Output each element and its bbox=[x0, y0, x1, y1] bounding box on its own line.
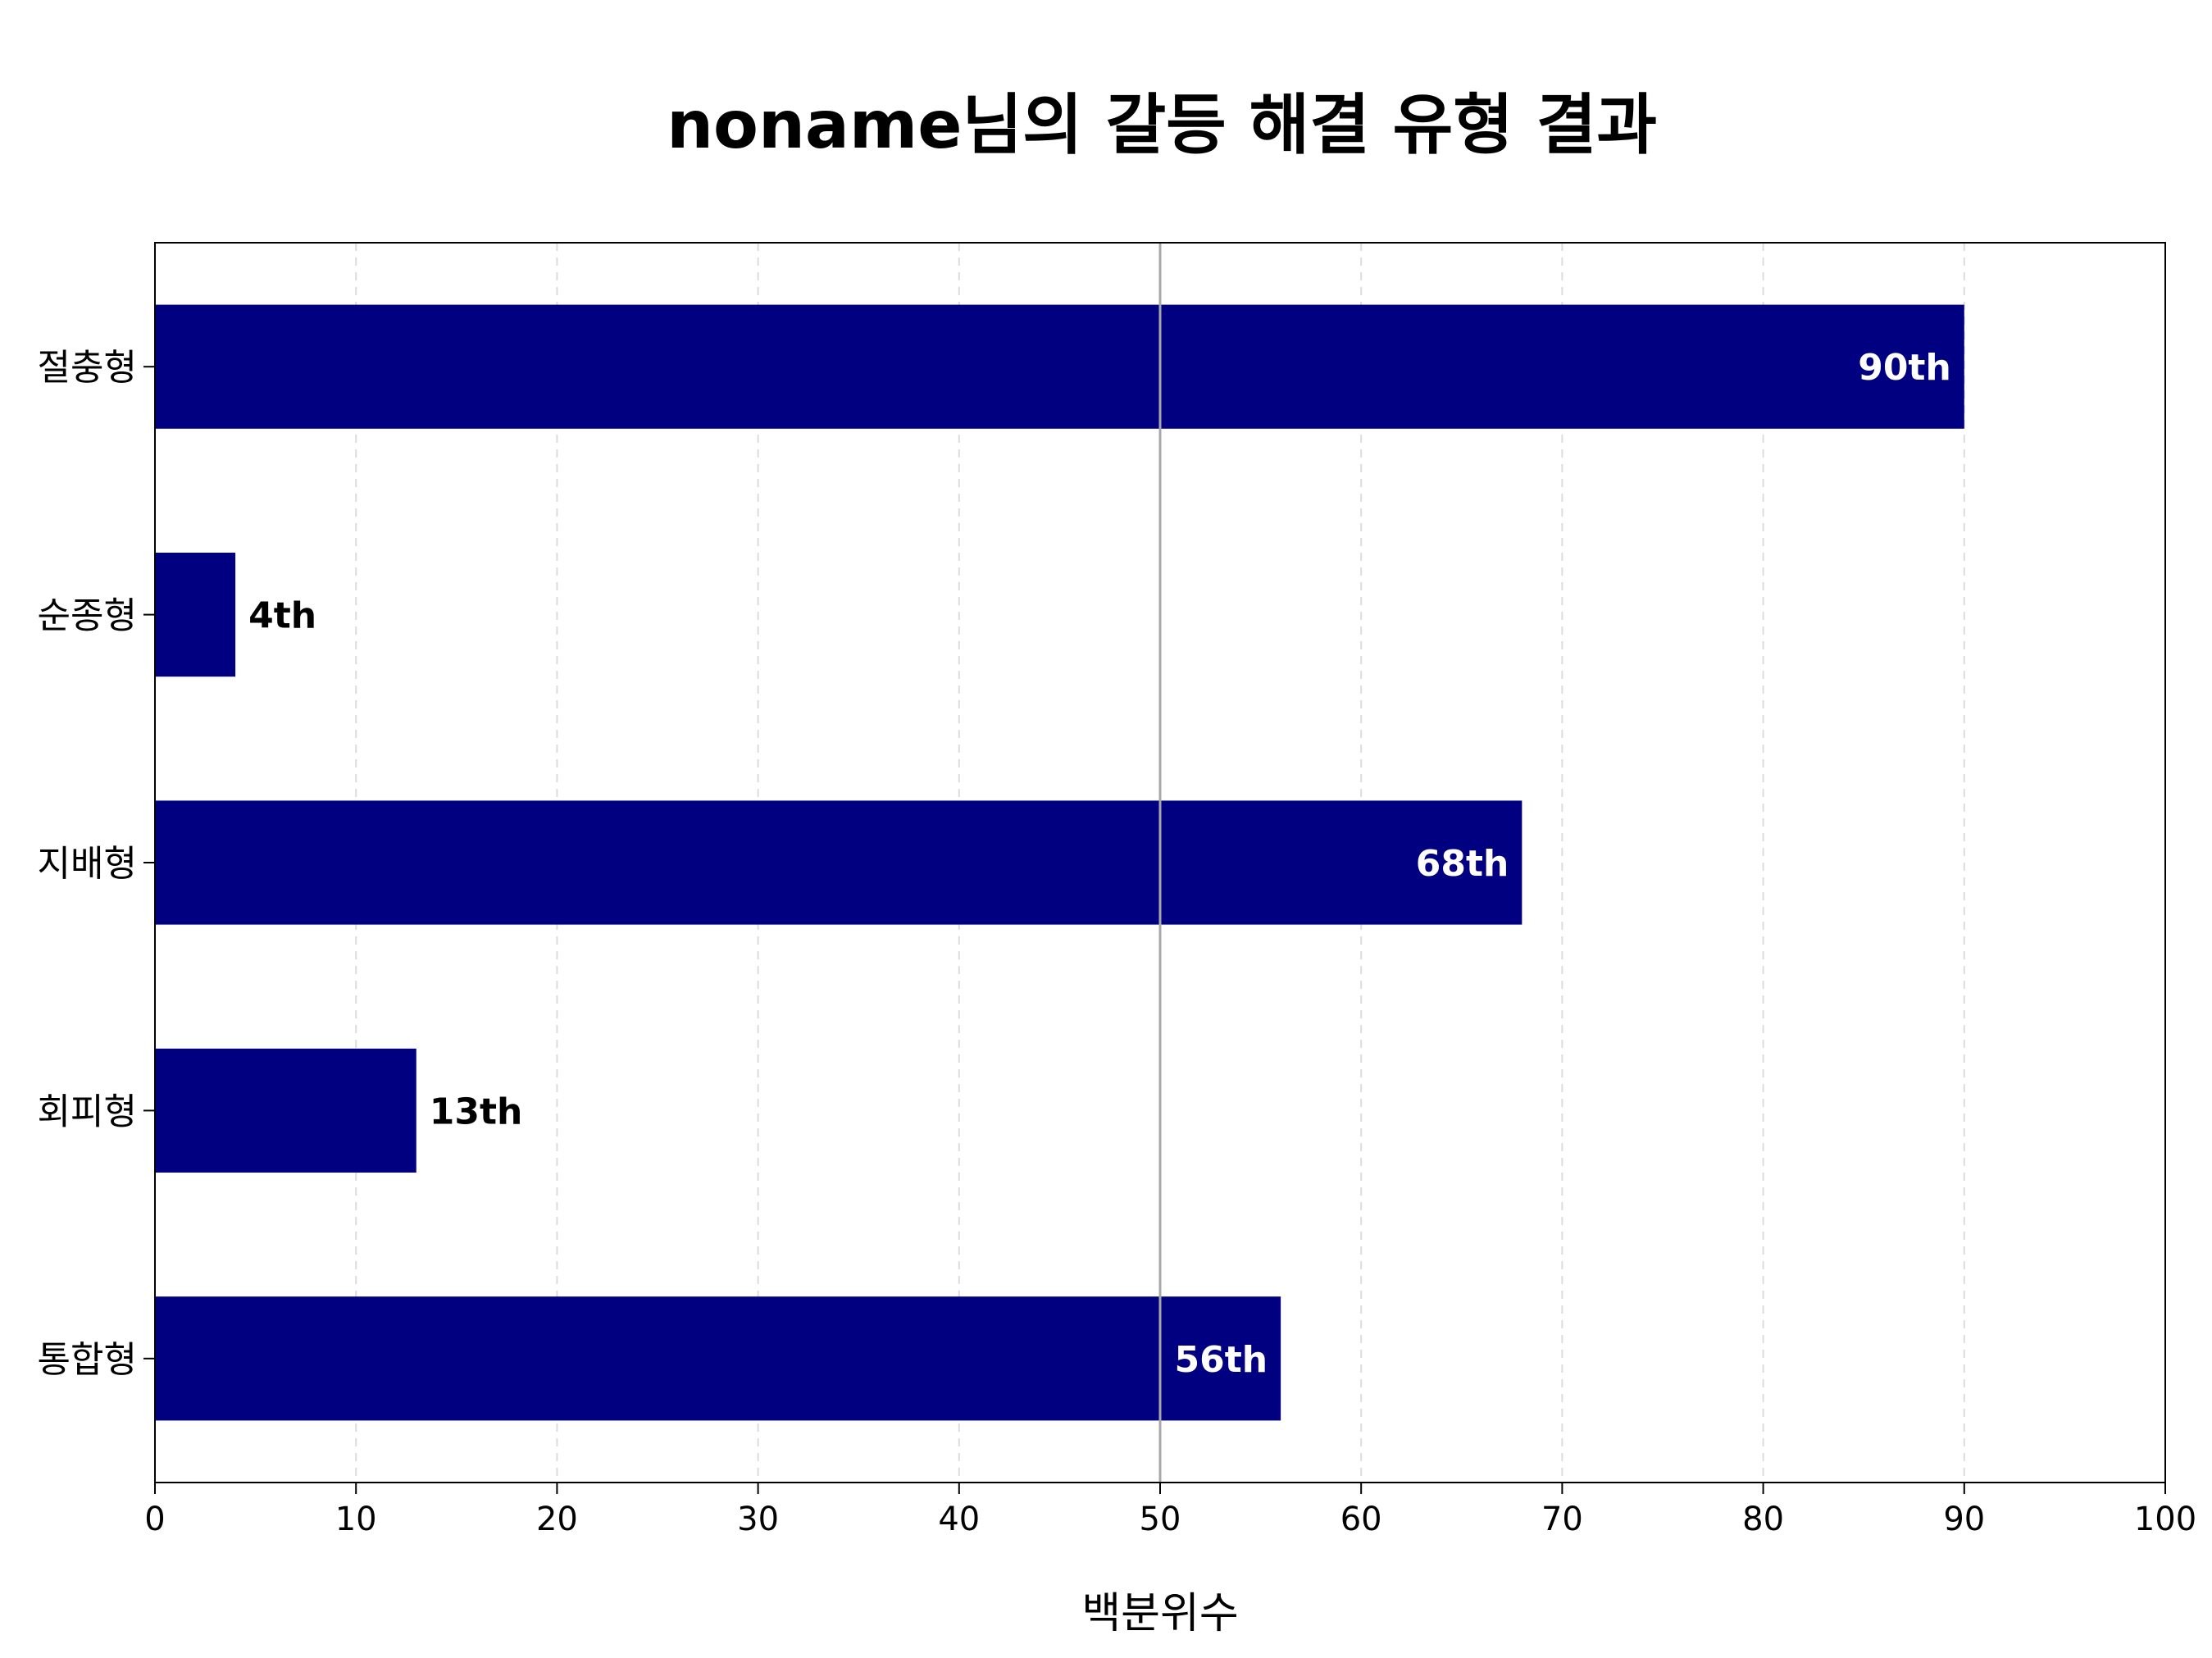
category-label: 회피형 bbox=[38, 1091, 137, 1132]
data-label: 56th bbox=[1175, 1339, 1268, 1381]
bar bbox=[155, 1296, 1281, 1421]
data-label: 68th bbox=[1416, 843, 1509, 885]
x-tick-label: 80 bbox=[1742, 1501, 1784, 1538]
category-label: 지배형 bbox=[38, 843, 137, 885]
bar bbox=[155, 553, 236, 677]
category-label: 통합형 bbox=[38, 1339, 137, 1381]
x-tick-label: 60 bbox=[1340, 1501, 1382, 1538]
chart-title: noname님의 갈등 해결 유형 결과 bbox=[667, 87, 1657, 163]
data-label: 13th bbox=[430, 1091, 523, 1132]
x-axis-ticks: 0 10 20 30 40 50 60 70 80 90 100 bbox=[144, 1483, 2196, 1538]
x-tick-label: 0 bbox=[144, 1501, 165, 1538]
x-axis-title: 백분위수 bbox=[1081, 1589, 1238, 1638]
bar bbox=[155, 1048, 416, 1173]
data-label: 4th bbox=[248, 595, 316, 637]
category-label: 절충형 bbox=[38, 347, 137, 389]
x-tick-label: 50 bbox=[1140, 1501, 1181, 1538]
bar bbox=[155, 304, 1964, 429]
x-tick-label: 100 bbox=[2134, 1501, 2196, 1538]
x-tick-label: 10 bbox=[335, 1501, 377, 1538]
bars bbox=[155, 304, 1964, 1421]
x-tick-label: 30 bbox=[737, 1501, 779, 1538]
category-label: 순종형 bbox=[38, 595, 137, 637]
x-tick-label: 20 bbox=[536, 1501, 578, 1538]
data-label: 90th bbox=[1858, 347, 1951, 389]
x-tick-label: 70 bbox=[1541, 1501, 1583, 1538]
x-tick-label: 40 bbox=[938, 1501, 980, 1538]
x-tick-label: 90 bbox=[1943, 1501, 1985, 1538]
bar bbox=[155, 800, 1522, 925]
data-labels: 90th 4th 68th 13th 56th bbox=[248, 347, 1951, 1381]
